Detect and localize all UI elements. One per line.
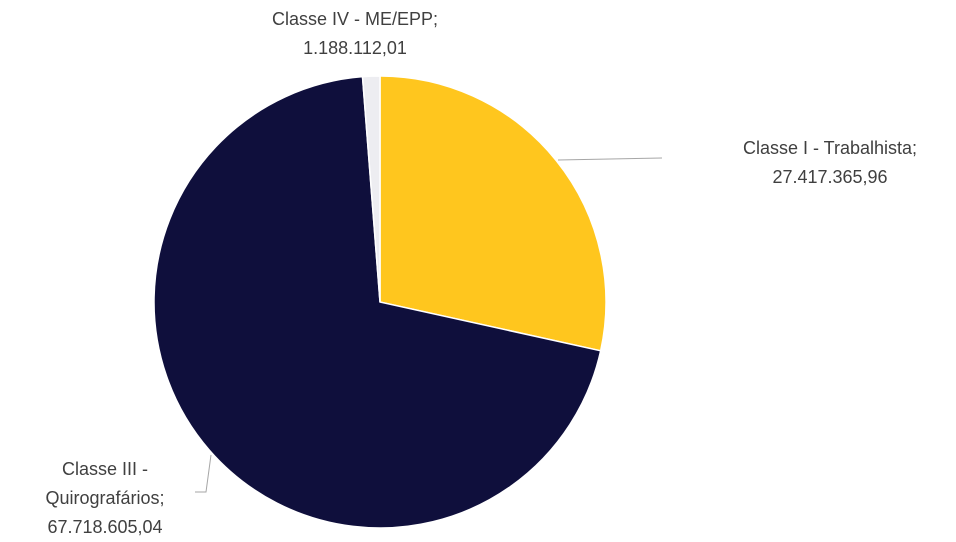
data-label: Classe IV - ME/EPP; 1.188.112,01 [200,5,510,63]
leader-line [195,454,212,493]
data-label: Classe I - Trabalhista; 27.417.365,96 [690,134,956,192]
data-label-category: Classe III - Quirografários; [45,459,165,508]
data-label: Classe III - Quirografários; 67.718.605,0… [10,455,200,542]
data-label-value: 1.188.112,01 [303,38,407,58]
pie-slice [361,75,381,303]
data-label-value: 67.718.605,04 [47,517,163,537]
data-label-category: Classe IV - ME/EPP; [271,9,439,29]
pie-slice [379,75,607,352]
data-label-value: 27.417.365,96 [772,167,888,187]
pie-slice [153,75,602,529]
data-label-category: Classe I - Trabalhista; [742,138,918,158]
leader-line [557,157,663,161]
